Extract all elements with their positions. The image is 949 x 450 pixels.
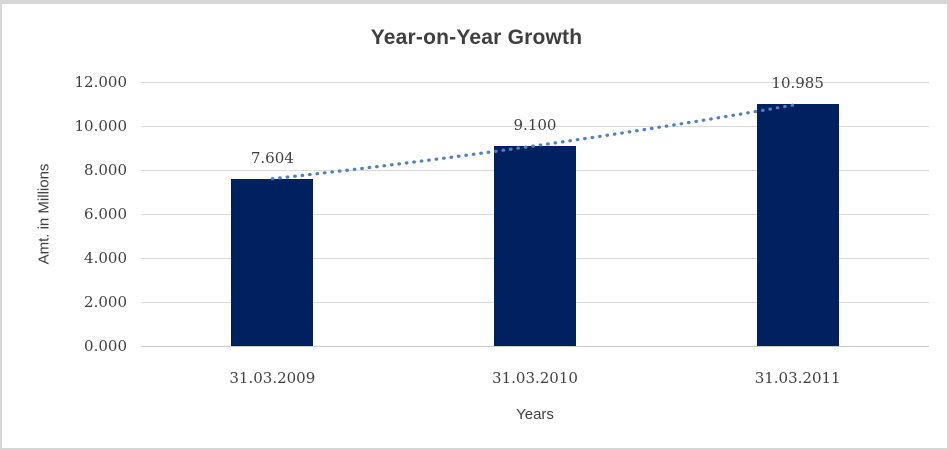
gridline-y-12.000 <box>141 82 929 83</box>
y-tick-label: 4.000 <box>84 249 127 267</box>
gridline-y-10.000 <box>141 126 929 127</box>
x-tick-label-31.03.2010: 31.03.2010 <box>492 369 578 387</box>
data-label-31.03.2009: 7.604 <box>250 148 294 167</box>
y-tick-label: 0.000 <box>84 337 127 355</box>
data-label-31.03.2011: 10.985 <box>771 74 824 93</box>
bar-31.03.2010 <box>494 145 576 346</box>
x-axis-title: Years <box>516 406 554 423</box>
y-tick-label: 8.000 <box>84 161 127 179</box>
gridline-y-0.000 <box>141 346 929 347</box>
x-tick-label-31.03.2009: 31.03.2009 <box>229 369 316 387</box>
y-tick-label: 6.000 <box>84 205 127 223</box>
y-tick-label: 12.000 <box>74 73 128 91</box>
data-label-31.03.2010: 9.100 <box>513 115 557 134</box>
y-tick-label: 2.000 <box>84 293 127 311</box>
bar-31.03.2011 <box>756 104 839 346</box>
bar-31.03.2009 <box>231 178 314 346</box>
x-tick-label-31.03.2011: 31.03.2011 <box>754 369 841 387</box>
trendline <box>270 102 800 181</box>
y-tick-label: 10.000 <box>74 117 128 135</box>
chart-title: Year-on-Year Growth <box>370 26 583 49</box>
